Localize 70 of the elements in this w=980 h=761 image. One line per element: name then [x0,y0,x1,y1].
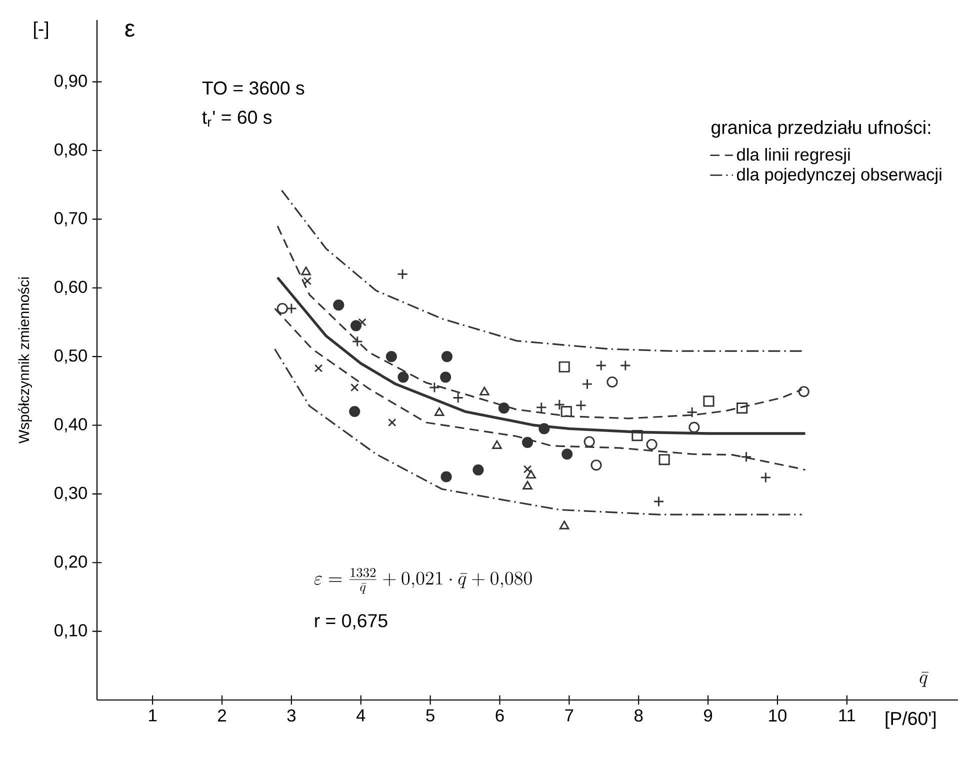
x-tick-label: 11 [839,709,856,722]
line-series [280,190,803,352]
x-tick-label: 7 [565,709,574,722]
point [562,448,573,460]
line-series [274,348,803,516]
point [736,402,748,414]
legend-label: dla linii regresji [737,148,850,164]
point [398,372,409,383]
point [350,383,359,392]
x-tick-label: 2 [218,709,226,722]
point [646,438,658,450]
y-tick-label: 0,90 [54,74,87,89]
point [584,436,595,448]
x-tick-label: 9 [704,709,712,722]
point [492,440,502,449]
annotation: ε [125,24,135,37]
point [558,361,570,372]
point [301,266,311,276]
point [798,386,810,398]
y-tick-label: 0,70 [54,212,87,226]
point [480,386,490,396]
point [498,402,510,414]
point [703,396,714,407]
point [538,423,550,434]
legend-title: granica przedziału ufności: [712,120,930,138]
point [441,351,452,362]
y-tick-label: 0,30 [54,486,87,502]
point [350,320,362,332]
x-tick-label: 4 [356,709,366,722]
point [349,406,360,418]
x-axis-title: [P/60'] [886,711,936,729]
point [688,422,700,433]
point [522,436,534,448]
point [606,376,618,388]
annotation: $\varepsilon = \frac{1332}{\bar{q}} + 0{,}021\cdot\bar{q} + 0{,}080$ [314,568,532,594]
point [559,520,570,530]
y-tick-label: 0,50 [54,349,87,364]
x-tick-label: 3 [287,709,296,722]
point [386,351,397,362]
legend-label: dla pojedynczej obserwacji [737,168,942,184]
point [333,300,344,311]
point [522,480,532,490]
y-axis-title: Współczynnik zmienności [18,277,32,444]
annotation: r = 0,675 [315,614,388,630]
x-tick-label: 6 [496,709,504,722]
point [358,318,366,326]
point [560,406,572,418]
point [658,454,670,466]
point [590,460,602,471]
annotation: $\bar{q}$ [920,672,929,687]
point [440,372,452,383]
point [472,464,484,476]
point [440,471,452,482]
x-tick-label: 5 [426,709,434,722]
y-tick-label: 0,10 [54,624,87,638]
x-tick-label: 1 [149,709,157,722]
point [632,430,643,442]
annotation: t$_{r}$' = 60 s [202,110,272,127]
y-tick-label: 0,20 [54,555,87,570]
y-tick-label: 0,40 [54,418,87,432]
point [314,364,323,372]
text: [-] [34,22,48,39]
y-tick-label: 0,80 [54,143,87,158]
point [303,276,312,286]
y-tick-label: 0,60 [54,280,87,296]
x-tick-label: 8 [634,709,643,722]
point [434,407,444,416]
x-tick-label: 10 [769,709,786,722]
annotation: TO = 3600 s [202,81,304,95]
point [388,418,396,427]
